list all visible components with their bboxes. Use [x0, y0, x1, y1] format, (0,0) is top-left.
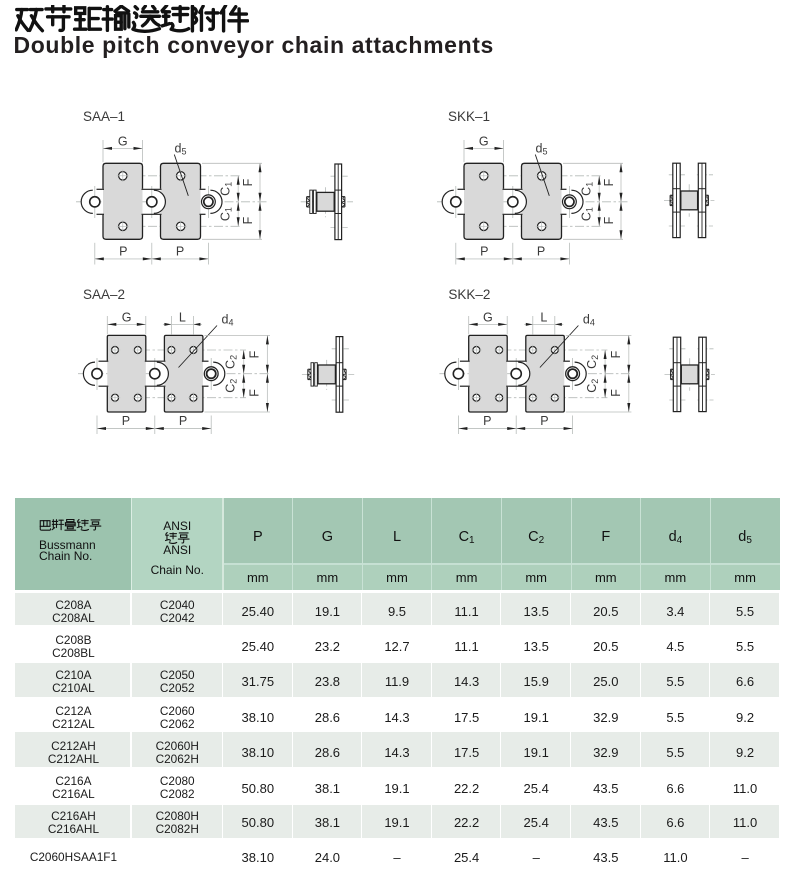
svg-text:F: F	[241, 216, 255, 224]
svg-text:d4: d4	[222, 313, 234, 328]
svg-text:C1: C1	[579, 207, 594, 221]
svg-text:C2: C2	[585, 355, 600, 369]
svg-text:d5: d5	[175, 142, 187, 157]
svg-text:P: P	[480, 244, 488, 258]
svg-text:F: F	[602, 216, 616, 224]
svg-text:G: G	[118, 134, 128, 148]
svg-text:C1: C1	[579, 182, 594, 196]
svg-text:F: F	[609, 389, 623, 397]
svg-text:d5: d5	[536, 142, 548, 157]
svg-text:L: L	[540, 310, 547, 324]
svg-text:F: F	[602, 178, 616, 186]
svg-text:L: L	[179, 310, 186, 324]
svg-text:F: F	[248, 350, 262, 358]
svg-text:G: G	[479, 134, 489, 148]
svg-text:C2: C2	[585, 379, 600, 393]
svg-text:C1: C1	[218, 182, 233, 196]
svg-text:F: F	[241, 178, 255, 186]
svg-text:C1: C1	[218, 207, 233, 221]
svg-text:P: P	[483, 414, 491, 428]
svg-text:F: F	[609, 350, 623, 358]
svg-text:SAA–2: SAA–2	[83, 287, 125, 302]
svg-text:C2: C2	[224, 355, 239, 369]
svg-text:P: P	[122, 414, 130, 428]
svg-text:F: F	[248, 389, 262, 397]
svg-text:SKK–2: SKK–2	[448, 287, 490, 302]
svg-text:P: P	[119, 244, 127, 258]
svg-text:d4: d4	[583, 313, 595, 328]
svg-text:P: P	[179, 414, 187, 428]
svg-text:P: P	[176, 244, 184, 258]
svg-text:P: P	[540, 414, 548, 428]
svg-text:SAA–1: SAA–1	[83, 109, 125, 124]
svg-text:G: G	[483, 310, 493, 324]
svg-text:C2: C2	[224, 379, 239, 393]
svg-text:P: P	[537, 244, 545, 258]
svg-text:G: G	[122, 310, 132, 324]
svg-text:SKK–1: SKK–1	[448, 109, 490, 124]
